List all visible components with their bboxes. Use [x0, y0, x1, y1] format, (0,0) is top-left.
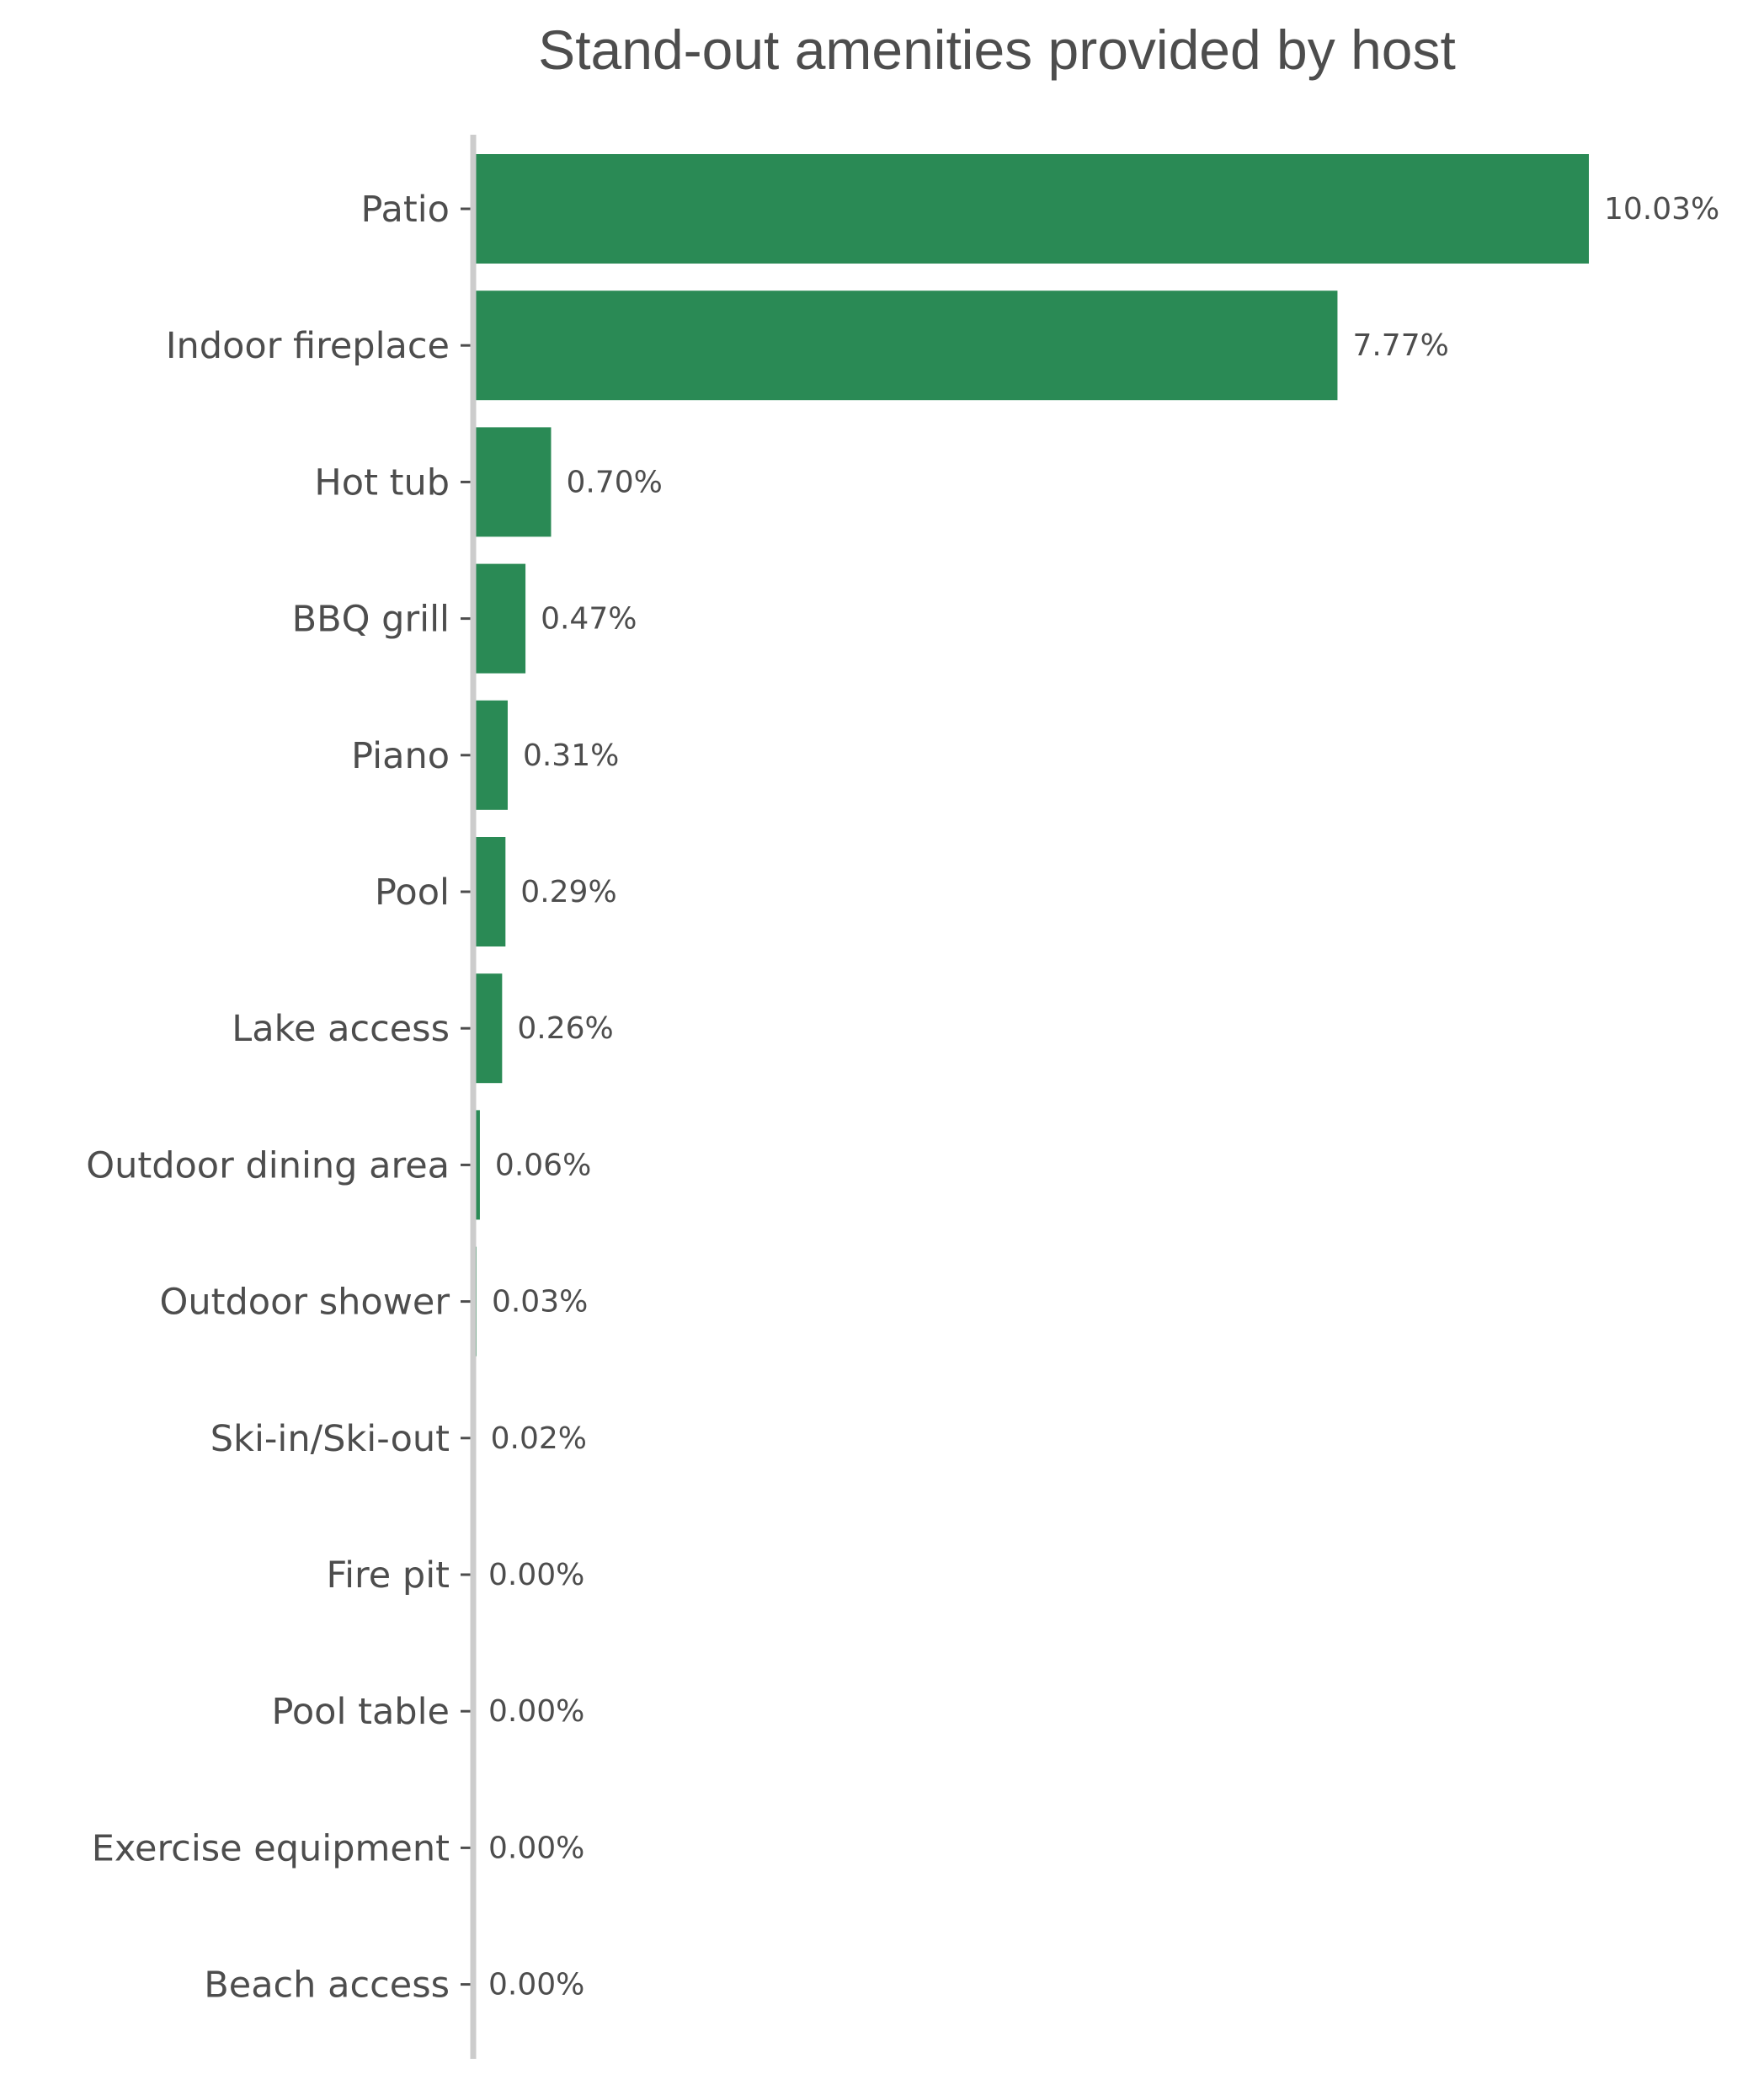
y-tick-label-3: BBQ grill	[292, 599, 450, 641]
bar-4	[473, 700, 508, 810]
y-tick-label-0: Patio	[361, 189, 450, 231]
data-label-5: 0.29%	[520, 875, 616, 909]
y-tick-label-11: Pool table	[271, 1691, 450, 1733]
data-label-1: 7.77%	[1352, 328, 1448, 363]
data-label-4: 0.31%	[523, 738, 619, 773]
y-tick-label-13: Beach access	[204, 1965, 450, 2007]
data-label-0: 10.03%	[1604, 192, 1719, 227]
bar-2	[473, 427, 552, 537]
chart-title: Stand-out amenities provided by host	[538, 19, 1456, 81]
y-tick-label-4: Piano	[351, 735, 450, 777]
data-label-12: 0.00%	[488, 1831, 584, 1865]
bar-5	[473, 837, 506, 946]
y-tick-label-12: Exercise equipment	[92, 1827, 450, 1869]
y-tick-label-10: Fire pit	[326, 1554, 450, 1597]
data-label-13: 0.00%	[488, 1968, 584, 2002]
bar-3	[473, 563, 526, 674]
y-tick-label-8: Outdoor shower	[160, 1282, 450, 1324]
y-tick-label-9: Ski-in/Ski-out	[211, 1418, 450, 1460]
y-tick-label-5: Pool	[375, 872, 450, 914]
y-tick-label-1: Indoor fireplace	[166, 325, 450, 367]
data-label-8: 0.03%	[492, 1285, 588, 1320]
data-label-7: 0.06%	[495, 1148, 591, 1182]
data-label-9: 0.02%	[491, 1421, 587, 1456]
bars-layer	[473, 154, 1589, 1493]
y-tick-label-6: Lake access	[232, 1008, 450, 1050]
labels-layer: Patio 10.03% Indoor fireplace 7.77% Hot tub 0…	[86, 189, 1719, 2007]
data-label-6: 0.26%	[517, 1011, 613, 1046]
data-label-11: 0.00%	[488, 1694, 584, 1729]
data-label-10: 0.00%	[488, 1558, 584, 1592]
data-label-2: 0.70%	[566, 465, 662, 499]
bar-6	[473, 973, 503, 1084]
bar-0	[473, 154, 1589, 264]
bar-7	[473, 1110, 480, 1220]
data-label-3: 0.47%	[541, 602, 637, 637]
y-tick-label-2: Hot tub	[314, 461, 450, 504]
y-tick-label-7: Outdoor dining area	[86, 1144, 450, 1186]
bar-1	[473, 291, 1338, 401]
